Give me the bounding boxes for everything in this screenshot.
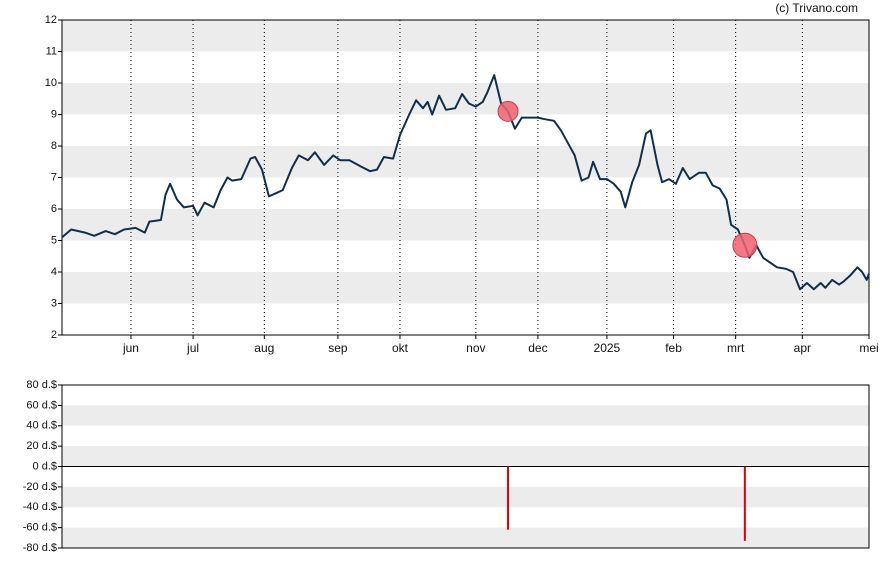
source: (c) Trivano.com <box>775 1 858 15</box>
y-tick-label: -60 d.$ <box>23 522 57 534</box>
x-tick-label: dec <box>528 341 547 355</box>
x-tick-label: okt <box>392 341 409 355</box>
x-tick-label: nov <box>466 341 485 355</box>
bar <box>507 466 510 530</box>
trade-marker <box>497 100 519 122</box>
y-tick-label: 40 d.$ <box>26 420 57 432</box>
y-tick-label: 5 <box>51 234 57 246</box>
x-tick-label: sep <box>328 341 348 355</box>
y-tick-label: 6 <box>51 203 57 215</box>
x-tick-label: jun <box>122 341 139 355</box>
x-tick-label: feb <box>665 341 682 355</box>
y-tick-label: 11 <box>46 45 57 57</box>
band <box>62 486 869 508</box>
x-tick-label: apr <box>794 341 811 355</box>
y-tick-label: 80 d.$ <box>26 379 57 391</box>
y-tick-label: -40 d.$ <box>23 501 57 513</box>
x-tick-label: jul <box>186 341 199 355</box>
plot-frame <box>61 19 870 336</box>
y-tick-label: 7 <box>51 171 57 183</box>
y-tick-label: 4 <box>51 266 57 278</box>
band <box>62 405 869 426</box>
y-tick-label: 3 <box>51 297 57 309</box>
y-tick-label: 60 d.$ <box>26 399 57 411</box>
x-tick-label: mei <box>859 341 878 355</box>
y-tick-label: 9 <box>51 108 57 120</box>
y-tick-label: 20 d.$ <box>26 440 57 452</box>
x-tick-label: mrt <box>727 341 745 355</box>
band <box>62 20 869 52</box>
y-tick-label: 12 <box>45 14 57 26</box>
y-tick-label: -20 d.$ <box>23 481 57 493</box>
y-tick-label: 2 <box>51 329 57 341</box>
band <box>62 146 869 178</box>
band <box>62 527 869 548</box>
x-tick-label: aug <box>254 341 274 355</box>
bar <box>743 466 746 541</box>
band <box>62 446 869 467</box>
y-tick-label: 0 d.$ <box>33 460 57 472</box>
y-tick-label: 8 <box>51 140 57 152</box>
band <box>62 272 869 304</box>
x-tick-label: 2025 <box>594 341 621 355</box>
trade-marker <box>732 232 758 258</box>
y-tick-label: 10 <box>45 77 57 89</box>
y-tick-label: -80 d.$ <box>23 542 57 554</box>
